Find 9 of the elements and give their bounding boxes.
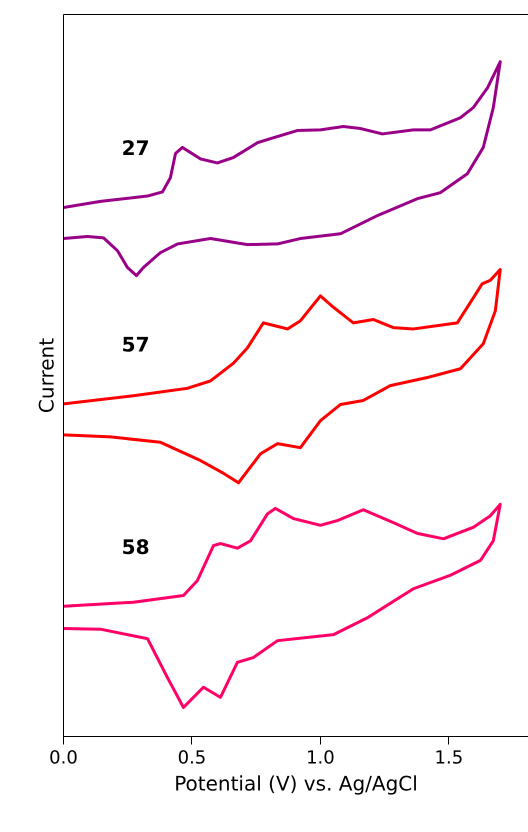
y-axis-title: Current	[34, 338, 58, 414]
x-tick-label: 1.0	[306, 748, 335, 768]
x-tick-label: 1.5	[434, 748, 464, 768]
x-axis-title: Potential (V) vs. Ag/AgCl	[174, 772, 418, 796]
series-label: 27	[122, 136, 150, 160]
x-tick-label: 0.5	[178, 748, 206, 768]
x-tick-label: 0.0	[49, 748, 78, 768]
text: 58	[122, 534, 150, 559]
series-label: 57	[122, 332, 150, 356]
